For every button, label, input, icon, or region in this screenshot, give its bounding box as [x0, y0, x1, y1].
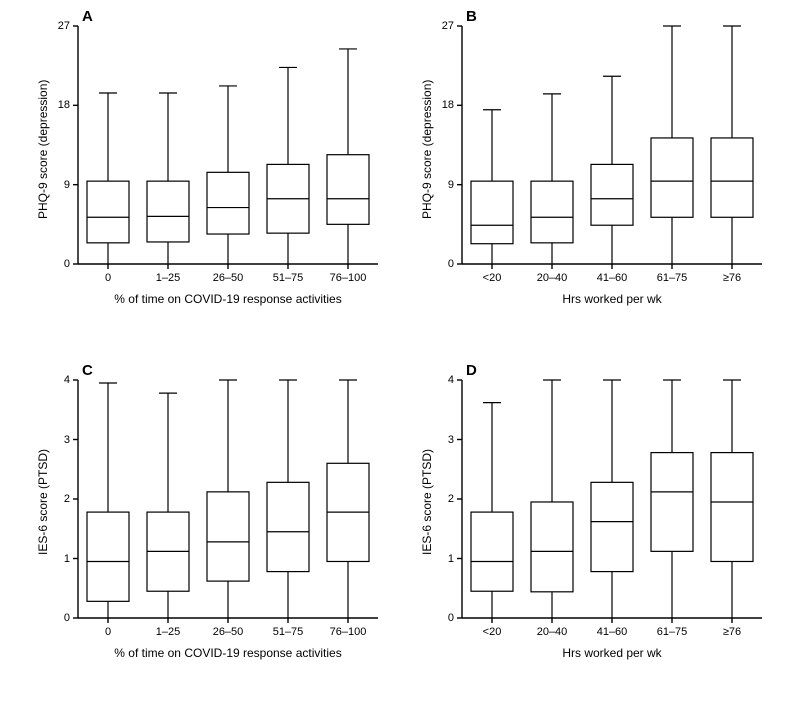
xtick-label: 0: [105, 272, 111, 284]
xtick-label: <20: [483, 626, 502, 638]
xtick-label: 1–25: [156, 272, 180, 284]
xtick-label: 26–50: [213, 626, 244, 638]
panel-B: B091827<2020–4041–6061–75≥76Hrs worked p…: [462, 26, 762, 264]
ytick-label: 0: [46, 258, 70, 270]
panel-letter: D: [466, 362, 477, 379]
xtick-label: 76–100: [330, 626, 367, 638]
xtick-label: ≥76: [723, 272, 741, 284]
xtick-label: 61–75: [657, 626, 688, 638]
ytick-label: 0: [430, 612, 454, 624]
ytick-label: 27: [46, 20, 70, 32]
y-axis-label: PHQ-9 score (depression): [36, 80, 50, 219]
xtick-label: 51–75: [273, 272, 304, 284]
x-axis-label: % of time on COVID-19 response activitie…: [114, 292, 341, 306]
ytick-label: 4: [430, 374, 454, 386]
ytick-label: 27: [430, 20, 454, 32]
xtick-label: 20–40: [537, 272, 568, 284]
y-axis-label: PHQ-9 score (depression): [420, 80, 434, 219]
boxplot: [78, 26, 378, 264]
x-axis-label: Hrs worked per wk: [562, 292, 661, 306]
ytick-label: 0: [430, 258, 454, 270]
boxplot: [462, 26, 762, 264]
y-axis-label: IES-6 score (PTSD): [36, 449, 50, 555]
x-axis-label: Hrs worked per wk: [562, 646, 661, 660]
xtick-label: 51–75: [273, 626, 304, 638]
panel-letter: C: [82, 362, 93, 379]
boxplot: [462, 380, 762, 618]
panel-D: D01234<2020–4041–6061–75≥76Hrs worked pe…: [462, 380, 762, 618]
xtick-label: 26–50: [213, 272, 244, 284]
panel-A: A09182701–2526–5051–7576–100% of time on…: [78, 26, 378, 264]
boxplot: [78, 380, 378, 618]
xtick-label: ≥76: [723, 626, 741, 638]
ytick-label: 0: [46, 612, 70, 624]
panel-letter: B: [466, 8, 477, 25]
xtick-label: 61–75: [657, 272, 688, 284]
xtick-label: 1–25: [156, 626, 180, 638]
panel-letter: A: [82, 8, 93, 25]
panel-C: C0123401–2526–5051–7576–100% of time on …: [78, 380, 378, 618]
xtick-label: 20–40: [537, 626, 568, 638]
xtick-label: <20: [483, 272, 502, 284]
ytick-label: 4: [46, 374, 70, 386]
y-axis-label: IES-6 score (PTSD): [420, 449, 434, 555]
xtick-label: 41–60: [597, 272, 628, 284]
xtick-label: 0: [105, 626, 111, 638]
xtick-label: 76–100: [330, 272, 367, 284]
ytick-label: 3: [430, 434, 454, 446]
xtick-label: 41–60: [597, 626, 628, 638]
figure: A09182701–2526–5051–7576–100% of time on…: [0, 0, 800, 701]
ytick-label: 3: [46, 434, 70, 446]
x-axis-label: % of time on COVID-19 response activitie…: [114, 646, 341, 660]
